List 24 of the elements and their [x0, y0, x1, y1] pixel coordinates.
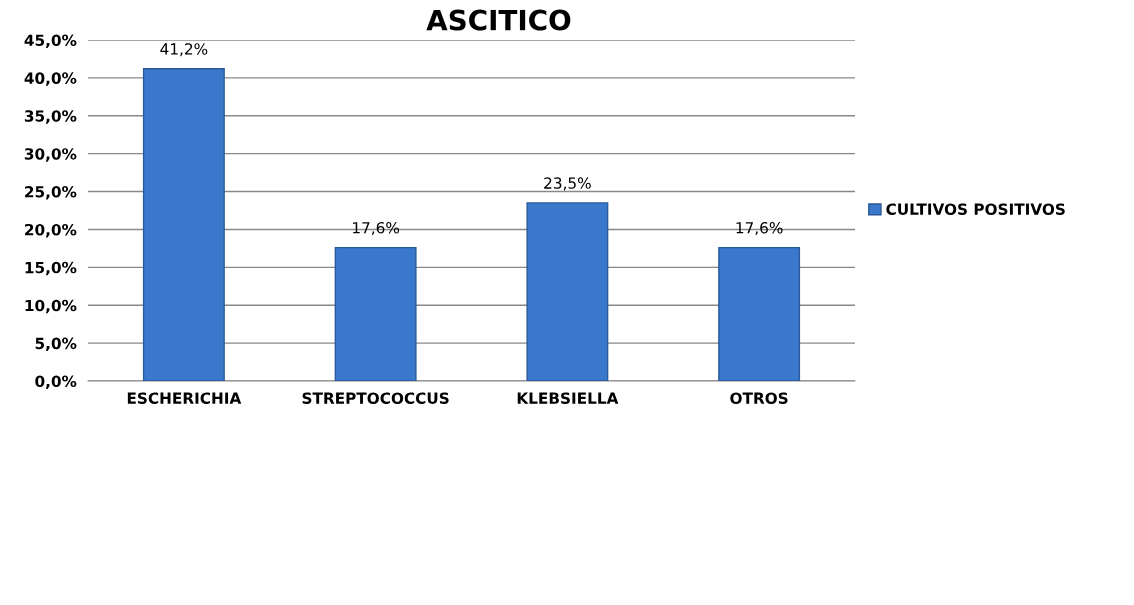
y-tick-label: 40,0%	[24, 72, 77, 86]
x-tick-label: ESCHERICHIA	[127, 392, 242, 404]
data-label: 17,6%	[353, 222, 400, 236]
x-tick-label: STREPTOCOCCUS	[302, 392, 449, 404]
data-label: 17,6%	[736, 222, 783, 236]
x-tick-label: KLEBSIELLA	[517, 392, 619, 404]
x-tick-label: OTROS	[730, 392, 788, 404]
y-tick-label: 25,0%	[25, 186, 77, 200]
bar	[718, 246, 801, 381]
y-tick-label: 5,0%	[35, 337, 77, 352]
y-tick-label: 35,0%	[24, 110, 77, 124]
bar	[334, 246, 417, 381]
data-label: 23,5%	[544, 177, 591, 191]
y-tick-label: 20,0%	[25, 223, 77, 238]
y-tick-label: 10,0%	[25, 299, 77, 314]
y-tick-label: 30,0%	[24, 148, 77, 162]
bar	[142, 68, 225, 381]
y-tick-label: 0,0%	[35, 375, 77, 389]
legend-label: CULTIVOS POSITIVOS	[886, 203, 1065, 215]
y-tick-label: 15,0%	[25, 261, 77, 276]
data-label: 41,2%	[160, 43, 208, 57]
y-tick-label: 45,0%	[24, 34, 77, 48]
bar	[526, 202, 609, 381]
chart-title: ASCITICO	[426, 9, 571, 31]
